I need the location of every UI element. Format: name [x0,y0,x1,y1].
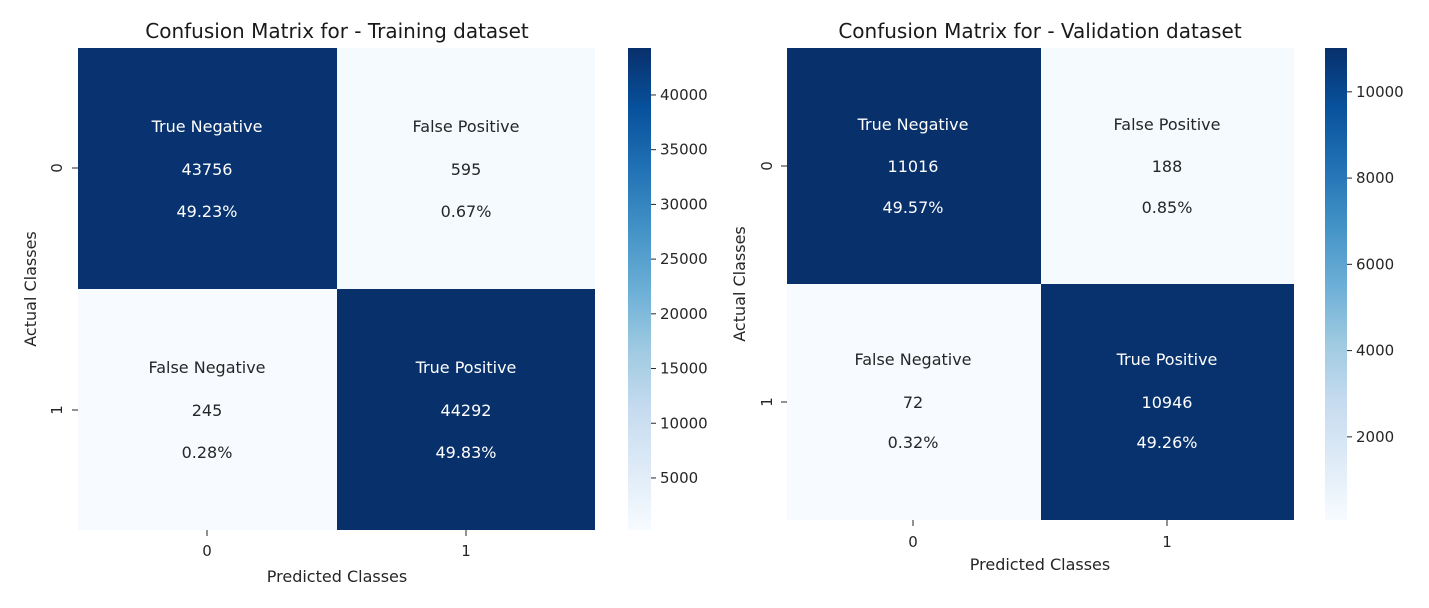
cell-count-label: 11016 [888,157,939,176]
colorbar-tick-label: 8000 [1356,169,1394,187]
x-tick-label: 0 [202,542,212,560]
colorbar: 5000 10000 15000 20000 25000 30000 35000 40000 [628,48,708,530]
heatmap-cell-0-1 [1041,48,1294,284]
colorbar-gradient [1325,48,1347,520]
heatmap-cell-1-0 [78,289,337,530]
colorbar-ticks: 2000 4000 6000 8000 10000 [1347,83,1404,446]
heatmap-cell-1-0 [787,284,1041,520]
y-axis-label: Actual Classes [21,231,40,346]
training-confusion-matrix: Confusion Matrix for - Training dataset … [21,19,708,586]
cell-category-label: True Positive [1116,350,1218,369]
cell-category-label: False Negative [148,358,265,377]
cell-category-label: True Negative [151,117,263,136]
x-tick-label: 1 [1162,533,1172,551]
cell-count-label: 72 [903,393,923,412]
heatmap-cell-0-0 [78,48,337,289]
cell-category-label: True Positive [415,358,517,377]
cell-percent-label: 49.23% [176,202,237,221]
y-axis-label: Actual Classes [730,226,749,341]
chart-title: Confusion Matrix for - Training dataset [145,19,529,43]
right-edge-mask [1412,0,1429,608]
x-axis [912,520,1168,526]
colorbar-tick-label: 30000 [660,195,708,213]
colorbar-tick-label: 10000 [660,414,708,432]
chart-title: Confusion Matrix for - Validation datase… [838,19,1241,43]
colorbar-tick-label: 10000 [1356,83,1404,101]
cell-count-label: 44292 [441,401,492,420]
cell-category-label: False Positive [1114,115,1221,134]
cell-count-label: 10946 [1142,393,1193,412]
heatmap-cell-0-0 [787,48,1041,284]
colorbar-tick-label: 4000 [1356,342,1394,360]
cell-percent-label: 49.26% [1136,433,1197,452]
cell-percent-label: 49.83% [435,443,496,462]
x-tick-label: 1 [461,542,471,560]
colorbar-gradient [628,48,651,530]
colorbar-tick-label: 2000 [1356,428,1394,446]
cell-category-label: True Negative [857,115,969,134]
x-tick-label: 0 [908,533,918,551]
heatmap-cell-1-1 [1041,284,1294,520]
colorbar-tick-label: 15000 [660,360,708,378]
colorbar-tick-label: 5000 [660,469,698,487]
heatmap-cells [78,48,595,530]
validation-confusion-matrix: Confusion Matrix for - Validation datase… [730,19,1404,574]
colorbar-ticks: 5000 10000 15000 20000 25000 30000 35000 40000 [651,86,708,487]
y-tick-label: 0 [758,161,776,171]
cell-annotations: True Negative 43756 49.23% False Positiv… [148,117,519,462]
cell-count-label: 595 [451,160,482,179]
colorbar-tick-label: 25000 [660,250,708,268]
y-tick-label: 1 [48,405,66,415]
cell-category-label: False Positive [413,117,520,136]
cell-percent-label: 49.57% [882,198,943,217]
heatmap-cells [787,48,1294,520]
cell-percent-label: 0.85% [1142,198,1193,217]
y-tick-label: 1 [758,397,776,407]
cell-count-label: 188 [1152,157,1183,176]
x-axis [206,530,467,536]
colorbar: 2000 4000 6000 8000 10000 [1325,48,1404,520]
y-tick-label: 0 [48,163,66,173]
x-axis-label: Predicted Classes [267,567,407,586]
colorbar-tick-label: 35000 [660,141,708,159]
cell-count-label: 43756 [182,160,233,179]
cell-percent-label: 0.32% [888,433,939,452]
heatmap-cell-0-1 [337,48,595,289]
cell-count-label: 245 [192,401,223,420]
cell-percent-label: 0.67% [441,202,492,221]
y-axis [781,165,787,403]
cell-annotations: True Negative 11016 49.57% False Positiv… [854,115,1220,452]
colorbar-tick-label: 20000 [660,305,708,323]
colorbar-tick-label: 40000 [660,86,708,104]
x-axis-label: Predicted Classes [970,555,1110,574]
colorbar-tick-label: 6000 [1356,255,1394,273]
cell-category-label: False Negative [854,350,971,369]
cell-percent-label: 0.28% [182,443,233,462]
heatmap-cell-1-1 [337,289,595,530]
y-axis [72,167,78,411]
